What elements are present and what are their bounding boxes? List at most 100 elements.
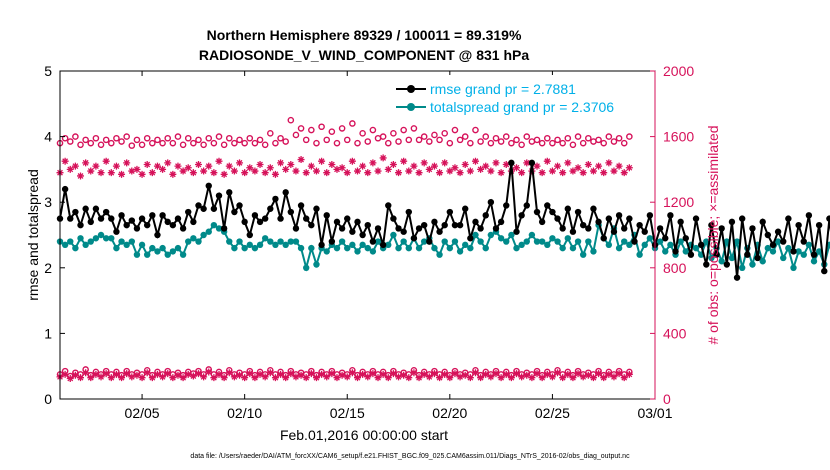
obs-possible-point (338, 125, 346, 132)
obs-assimilated-point (261, 169, 269, 177)
obs-assimilated-point (205, 368, 213, 376)
totalspread-point (344, 244, 351, 252)
obs-assimilated-point (282, 165, 290, 173)
obs-possible-point (102, 136, 110, 144)
obs-assimilated-point (518, 169, 526, 177)
obs-assimilated-point (477, 374, 485, 382)
obs-assimilated-point (610, 167, 618, 175)
obs-assimilated-point (312, 167, 320, 175)
obs-assimilated-point (364, 373, 372, 381)
obs-assimilated-point (328, 160, 336, 168)
totalspread-point (251, 244, 259, 252)
rmse-point (277, 215, 284, 222)
obs-possible-point (461, 133, 469, 140)
totalspread-point (282, 241, 289, 249)
obs-possible-point (513, 136, 520, 144)
totalspread-point (708, 254, 715, 262)
obs-assimilated-point (61, 157, 69, 165)
totalspread-point (323, 248, 330, 255)
obs-possible-point (610, 138, 618, 145)
totalspread-point (308, 244, 315, 252)
rmse-point (323, 212, 330, 219)
rmse-point (590, 205, 597, 212)
obs-assimilated-point (354, 374, 361, 382)
totalspread-point (256, 241, 264, 249)
obs-assimilated-point (456, 373, 464, 381)
obs-possible-point (318, 123, 325, 131)
obs-assimilated-point (441, 159, 449, 167)
totalspread-point (559, 244, 566, 252)
y-axis-label-left: rmse and totalspread (25, 169, 41, 301)
obs-assimilated-point (564, 370, 572, 378)
obs-possible-point (159, 139, 166, 147)
rmse-point (523, 202, 530, 209)
obs-assimilated-point (333, 165, 341, 173)
obs-possible-point (554, 136, 561, 144)
rmse-point (354, 218, 361, 226)
obs-assimilated-point (625, 164, 633, 172)
obs-assimilated-point (215, 370, 223, 378)
obs-assimilated-point (579, 373, 587, 381)
obs-assimilated-point (323, 373, 331, 381)
rmse-point (795, 221, 802, 229)
totalspread-point (677, 238, 684, 245)
totalspread-point (477, 238, 484, 245)
obs-assimilated-point (338, 371, 346, 379)
totalspread-point (508, 231, 515, 239)
obs-assimilated-point (123, 370, 131, 378)
obs-assimilated-point (302, 169, 310, 177)
obs-assimilated-point (77, 172, 85, 180)
obs-assimilated-point (277, 159, 285, 167)
rmse-point (810, 251, 818, 258)
obs-assimilated-point (174, 162, 182, 170)
obs-possible-point (395, 138, 402, 145)
totalspread-point (108, 235, 115, 242)
obs-possible-point (87, 139, 95, 147)
obs-assimilated-point (389, 160, 397, 168)
obs-assimilated-point (87, 374, 95, 382)
obs-assimilated-point (405, 167, 413, 175)
obs-assimilated-point (589, 167, 597, 175)
obs-assimilated-point (343, 169, 351, 177)
obs-assimilated-point (159, 373, 167, 381)
rmse-point (415, 225, 423, 232)
totalspread-point (102, 235, 110, 242)
rmse-point (487, 199, 495, 206)
totalspread-point (138, 241, 146, 249)
obs-assimilated-point (600, 374, 608, 382)
rmse-point (641, 228, 648, 235)
y-tick-label-right: 2000 (663, 63, 694, 79)
rmse-point (436, 228, 443, 235)
totalspread-point (338, 238, 346, 245)
obs-possible-point (313, 139, 320, 147)
obs-assimilated-point (287, 370, 295, 378)
rmse-point (159, 212, 166, 219)
obs-assimilated-point (225, 162, 233, 170)
obs-possible-point (143, 134, 151, 142)
obs-assimilated-point (584, 160, 592, 168)
obs-assimilated-point (189, 169, 197, 177)
obs-possible-point (543, 134, 551, 142)
totalspread-point (261, 235, 269, 242)
rmse-point (318, 241, 325, 249)
obs-assimilated-point (605, 370, 613, 378)
rmse-point (544, 202, 551, 209)
totalspread-point (92, 235, 100, 242)
obs-assimilated-point (502, 160, 510, 168)
totalspread-point (579, 251, 587, 258)
obs-assimilated-point (354, 167, 361, 175)
rmse-point (426, 238, 433, 245)
obs-possible-point (518, 141, 525, 149)
rmse-point (574, 208, 582, 216)
obs-assimilated-point (389, 370, 397, 378)
rmse-point (97, 215, 105, 222)
obs-assimilated-point (574, 164, 582, 172)
totalspread-point (374, 238, 382, 245)
rmse-point (513, 228, 520, 235)
rmse-point (143, 221, 151, 229)
totalspread-point (359, 241, 366, 249)
obs-possible-point (220, 141, 228, 149)
obs-assimilated-point (246, 370, 254, 378)
legend: rmse grand pr = 2.7881 totalspread grand… (393, 75, 653, 115)
obs-assimilated-point (564, 159, 572, 167)
